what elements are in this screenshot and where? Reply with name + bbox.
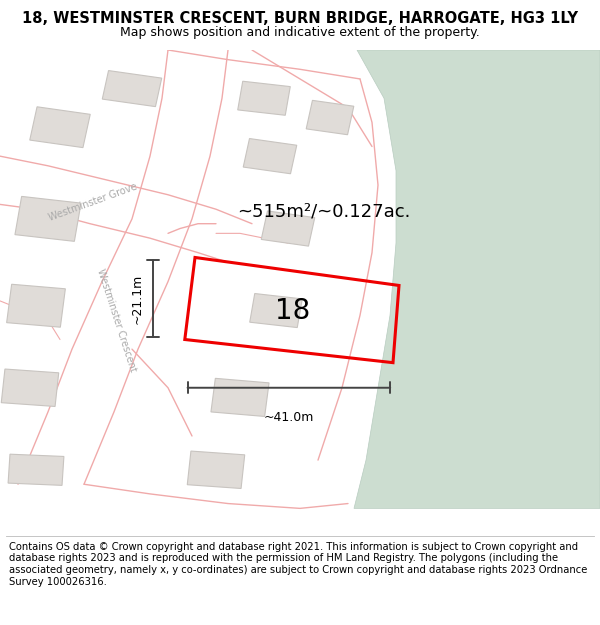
Polygon shape: [211, 378, 269, 416]
Text: Westminster Grove: Westminster Grove: [47, 181, 139, 222]
Polygon shape: [306, 101, 354, 135]
Text: Westminster Crescent: Westminster Crescent: [95, 268, 139, 373]
Polygon shape: [102, 71, 162, 107]
Polygon shape: [187, 451, 245, 489]
Polygon shape: [354, 50, 600, 508]
Text: ~41.0m: ~41.0m: [264, 411, 314, 424]
Polygon shape: [243, 139, 297, 174]
Polygon shape: [8, 454, 64, 486]
Polygon shape: [30, 107, 90, 148]
Text: ~21.1m: ~21.1m: [131, 273, 144, 324]
Text: 18, WESTMINSTER CRESCENT, BURN BRIDGE, HARROGATE, HG3 1LY: 18, WESTMINSTER CRESCENT, BURN BRIDGE, H…: [22, 11, 578, 26]
Text: ~515m²/~0.127ac.: ~515m²/~0.127ac.: [238, 202, 410, 221]
Polygon shape: [238, 81, 290, 115]
Polygon shape: [261, 211, 315, 246]
Text: Map shows position and indicative extent of the property.: Map shows position and indicative extent…: [120, 26, 480, 39]
Text: 18: 18: [275, 298, 311, 325]
Polygon shape: [7, 284, 65, 328]
Text: Contains OS data © Crown copyright and database right 2021. This information is : Contains OS data © Crown copyright and d…: [9, 542, 587, 586]
Polygon shape: [250, 294, 302, 328]
Polygon shape: [1, 369, 59, 406]
Polygon shape: [15, 196, 81, 241]
